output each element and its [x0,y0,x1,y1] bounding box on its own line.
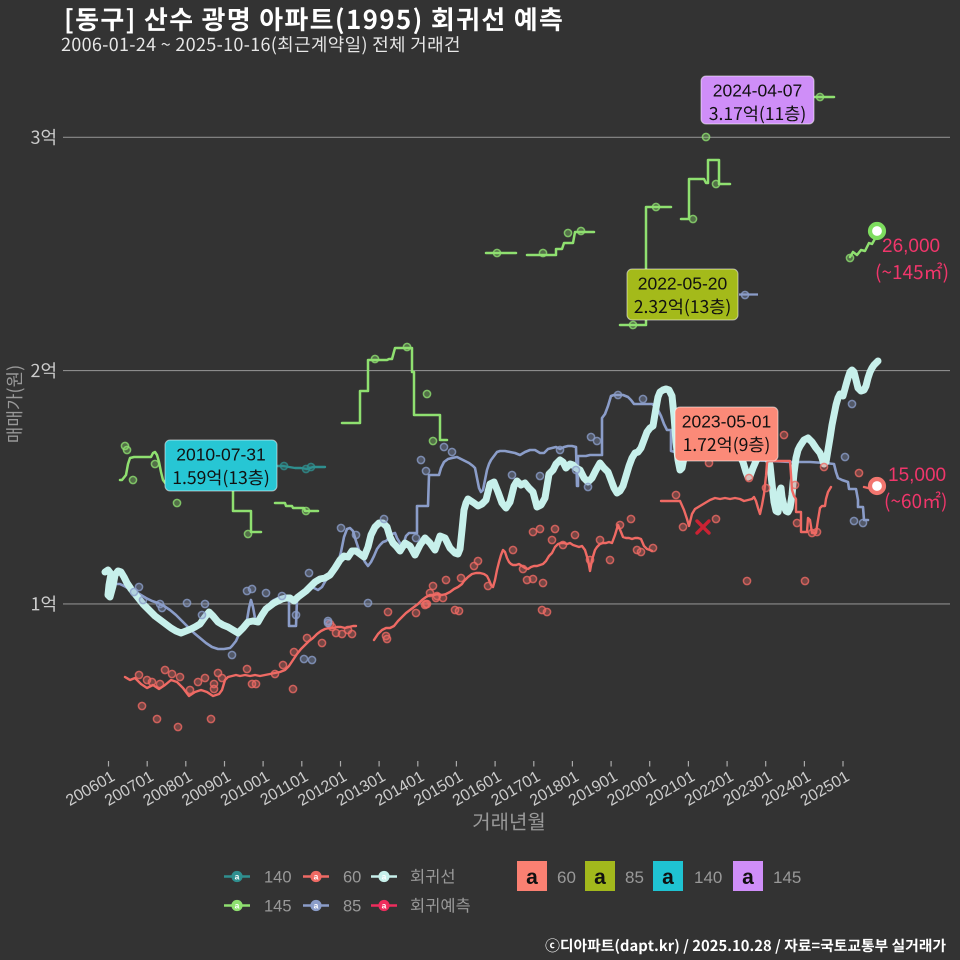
svg-text:a: a [382,900,387,910]
svg-text:2022-05-20: 2022-05-20 [638,274,728,294]
svg-text:2023-05-01: 2023-05-01 [682,412,772,432]
svg-text:2010-07-31: 2010-07-31 [176,445,266,465]
svg-text:a: a [235,871,240,881]
svg-text:15,000: 15,000 [888,465,946,486]
svg-text:a: a [742,866,754,889]
svg-text:60: 60 [557,868,576,887]
svg-text:2024-04-07: 2024-04-07 [713,81,803,101]
svg-text:a: a [662,866,674,889]
svg-text:140: 140 [694,868,722,887]
svg-text:85: 85 [625,868,644,887]
svg-text:a: a [526,866,538,889]
svg-text:a: a [314,871,319,881]
svg-text:145: 145 [264,898,292,916]
svg-text:85: 85 [343,898,361,916]
svg-text:145: 145 [773,868,801,887]
svg-text:a: a [235,900,240,910]
svg-text:140: 140 [264,869,292,887]
svg-text:a: a [382,871,387,881]
svg-text:a: a [314,900,319,910]
svg-text:26,000: 26,000 [882,236,940,257]
svg-text:60: 60 [343,869,361,887]
svg-text:a: a [594,866,606,889]
